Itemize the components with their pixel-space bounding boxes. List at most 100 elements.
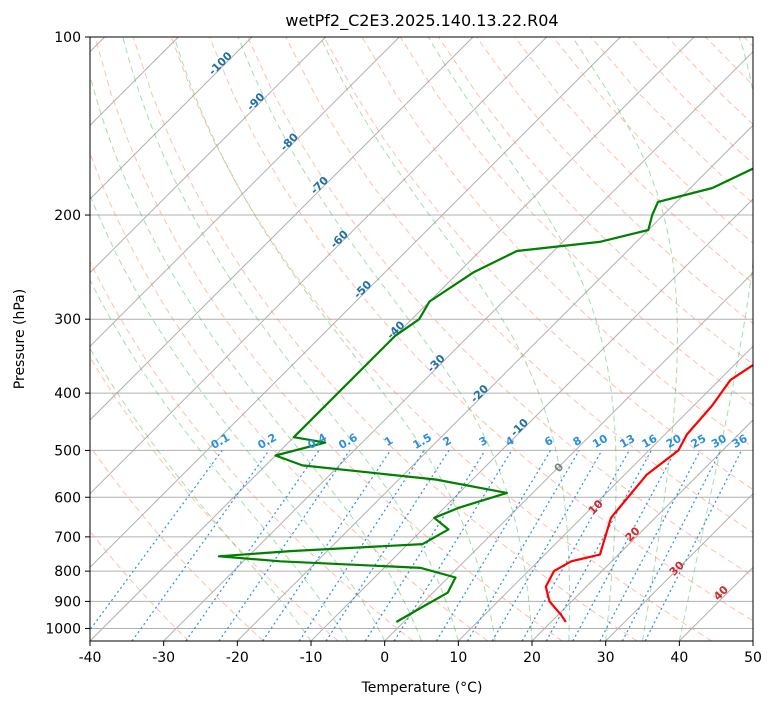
plot-frame [89, 36, 754, 642]
isotherm-label: -80 [278, 130, 301, 153]
x-tick-label: -10 [300, 650, 323, 666]
dry-adiabat [90, 530, 190, 641]
moist-adiabat [122, 37, 459, 641]
isotherm-line [236, 124, 753, 641]
x-tick-label: -40 [79, 650, 102, 666]
isotherm-line [384, 271, 753, 641]
mixing-ratio-label: 20 [664, 432, 684, 451]
moist-adiabat [90, 347, 312, 641]
y-tick-label: 300 [54, 312, 81, 328]
mixing-ratio-label: 25 [689, 432, 709, 451]
x-tick-label: 20 [523, 650, 541, 666]
isotherm-line [90, 37, 621, 569]
mixing-ratio-line [644, 450, 743, 641]
x-tick-label: -20 [226, 650, 249, 666]
dry-adiabat [94, 37, 563, 641]
dry-adiabat [743, 37, 753, 47]
mixing-ratio-label: 1 [382, 434, 395, 449]
dry-adiabat-label: 10 [586, 497, 606, 517]
x-tick-label: 30 [597, 650, 615, 666]
mixing-ratio-line [218, 450, 351, 641]
x-tick-label: 40 [670, 650, 688, 666]
isotherm-line [90, 37, 253, 200]
mixing-ratio-line [491, 450, 603, 641]
isotherm-label: -60 [328, 228, 351, 251]
dry-adiabat [514, 37, 753, 284]
mixing-ratio-line [393, 450, 513, 641]
mixing-ratio-label: 0.1 [209, 431, 232, 452]
x-axis-label: Temperature (°C) [361, 680, 483, 696]
mixing-ratio-label: 0.2 [256, 431, 279, 452]
mixing-ratio-line [599, 450, 701, 641]
mixing-ratio-line [572, 450, 677, 641]
mixing-ratio-label: 10 [590, 432, 610, 451]
mixing-ratio-label: 16 [640, 432, 660, 451]
y-tick-label: 400 [54, 386, 81, 402]
isotherm-line [752, 640, 753, 641]
mixing-ratio-label: 8 [571, 434, 584, 449]
dry-adiabat [552, 37, 753, 244]
isotherm-line [310, 198, 753, 641]
mixing-ratio-label: 13 [618, 432, 638, 451]
isotherm-label: -50 [351, 278, 374, 301]
x-tick-label: -30 [152, 650, 175, 666]
dry-adiabat [285, 37, 753, 534]
dry-adiabat [132, 37, 638, 641]
isotherm-label: -100 [206, 49, 235, 78]
moist-adiabat [90, 73, 422, 641]
dry-adiabat [667, 37, 753, 125]
mixing-ratio-line [521, 450, 630, 641]
x-tick-label: 50 [744, 650, 762, 666]
y-axis-label: Pressure (hPa) [12, 289, 28, 389]
dry-adiabat-label: 40 [711, 583, 731, 603]
dry-adiabat [90, 445, 264, 641]
dry-adiabat [90, 260, 414, 641]
y-tick-label: 700 [54, 530, 81, 546]
y-axis-ticks: 100 200 300 400 500 600 700 800 900 1000 [45, 30, 90, 637]
temperature-profile [544, 363, 753, 623]
chart-title: wetPf2_C2E3.2025.140.13.22.R04 [285, 11, 558, 31]
x-axis-ticks: -40 -30 -20 -10 0 10 20 30 40 50 [79, 641, 762, 666]
dry-adiabat [323, 37, 753, 491]
isotherm-label: -10 [508, 416, 531, 439]
isotherm-line [457, 345, 753, 641]
moist-adiabat [173, 37, 496, 641]
isotherm-label: -70 [308, 174, 331, 197]
y-tick-label: 500 [54, 443, 81, 459]
dry-adiabat [476, 37, 753, 325]
moist-adiabat [571, 37, 678, 641]
dry-adiabat [90, 151, 488, 641]
y-tick-label: 900 [54, 594, 81, 610]
mixing-ratio-line [621, 450, 722, 641]
isotherm-label: -40 [384, 318, 407, 341]
dry-adiabat-label: 20 [623, 524, 643, 544]
mixing-ratio-label: 1.5 [411, 431, 434, 452]
dry-adiabat [170, 37, 712, 641]
isotherm-line [90, 37, 474, 421]
mixing-ratio-label: 30 [709, 432, 729, 451]
isotherm-line [605, 492, 753, 641]
isotherm-label: -90 [244, 90, 267, 113]
dewpoint-profile [217, 167, 753, 623]
dry-adiabat [590, 37, 753, 204]
y-tick-label: 600 [54, 490, 81, 506]
moist-adiabat [237, 37, 533, 641]
dry-adiabat-label: 0 [552, 460, 567, 475]
isotherm-line [90, 37, 327, 274]
background-lines [90, 37, 753, 641]
x-tick-label: 10 [449, 650, 467, 666]
isotherm-line [90, 37, 400, 348]
isotherm-label: -30 [425, 352, 448, 375]
moist-adiabat [90, 193, 386, 641]
isotherm-label: -20 [468, 382, 491, 405]
mixing-ratio-line [185, 450, 320, 641]
isotherm-line [90, 37, 548, 495]
profile-lines [217, 167, 753, 623]
mixing-ratio-line [545, 450, 652, 641]
mixing-ratio-line [435, 450, 552, 641]
y-tick-label: 100 [54, 30, 81, 46]
isotherm-line [163, 50, 753, 641]
y-tick-label: 1000 [45, 621, 81, 637]
dry-adiabat [705, 37, 753, 86]
